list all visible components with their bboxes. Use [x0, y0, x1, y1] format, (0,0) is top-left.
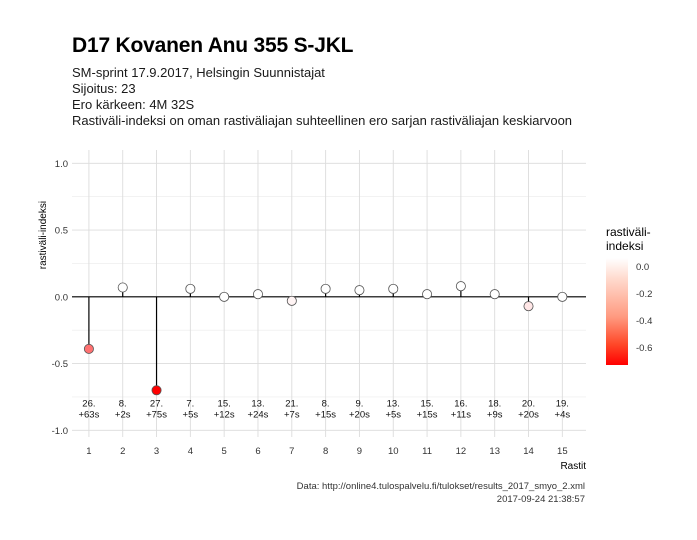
x-tick-label: 9	[357, 446, 362, 457]
data-point	[117, 282, 128, 293]
x-tick-label: 4	[188, 446, 193, 457]
time-diff-label: +20s	[349, 409, 370, 420]
subtitle-competition: SM-sprint 17.9.2017, Helsingin Suunnista…	[72, 65, 325, 80]
legend-label: -0.2	[636, 289, 653, 300]
x-tick-label: 15	[557, 446, 568, 457]
legend-title: rastiväli- indeksi	[606, 225, 651, 253]
time-diff-label: +5s	[385, 409, 401, 420]
x-tick-label: 11	[422, 446, 432, 457]
rank-label: 15.	[218, 398, 231, 409]
rank-label: 21.	[285, 398, 298, 409]
time-diff-label: +20s	[518, 409, 539, 420]
time-diff-label: +11s	[451, 409, 471, 420]
data-source-caption: Data: http://online4.tulospalvelu.fi/tul…	[296, 481, 585, 492]
data-point	[489, 289, 500, 300]
data-point	[557, 291, 568, 302]
x-tick-label: 10	[388, 446, 399, 457]
data-point	[286, 295, 297, 306]
legend-colorbar	[606, 258, 628, 365]
rank-label: 16.	[454, 398, 467, 409]
time-diff-label: +2s	[115, 409, 131, 420]
x-tick-label: 14	[523, 446, 534, 457]
x-tick-label: 13	[489, 446, 500, 457]
time-diff-label: +24s	[248, 409, 269, 420]
rank-label: 26.	[82, 398, 95, 409]
subtitle-rank: Sijoitus: 23	[72, 81, 136, 96]
data-point	[185, 283, 196, 294]
x-tick-label: 1	[86, 446, 91, 457]
rank-label: 13.	[387, 398, 400, 409]
data-point	[252, 289, 263, 300]
subtitle-description: Rastiväli-indeksi on oman rastiväliajan …	[72, 113, 573, 128]
data-point	[422, 289, 433, 300]
x-tick-label: 8	[323, 446, 328, 457]
rank-label: 7.	[186, 398, 194, 409]
legend-label: -0.4	[636, 316, 653, 327]
y-axis-label: rastiväli-indeksi	[38, 201, 49, 269]
rank-label: 20.	[522, 398, 535, 409]
rank-label: 13.	[251, 398, 264, 409]
time-diff-label: +7s	[284, 409, 300, 420]
time-diff-label: +5s	[183, 409, 199, 420]
data-point	[455, 281, 466, 292]
chart-title: D17 Kovanen Anu 355 S-JKL	[72, 34, 354, 57]
data-point	[523, 301, 534, 312]
rank-label: 18.	[488, 398, 501, 409]
time-diff-label: +9s	[487, 409, 503, 420]
x-tick-label: 7	[289, 446, 294, 457]
rank-label: 19.	[556, 398, 569, 409]
x-tick-label: 2	[120, 446, 125, 457]
y-tick-label: 1.0	[55, 159, 68, 170]
x-tick-label: 12	[456, 446, 467, 457]
data-point	[354, 285, 365, 296]
time-diff-label: +4s	[555, 409, 571, 420]
y-tick-label: -0.5	[52, 359, 68, 370]
y-tick-label: 0.5	[55, 226, 68, 237]
subtitle-gap: Ero kärkeen: 4M 32S	[72, 97, 195, 112]
rank-label: 15.	[420, 398, 433, 409]
legend-title-line1: rastiväli-	[606, 225, 651, 239]
legend-label: 0.0	[636, 262, 650, 273]
time-diff-label: +15s	[315, 409, 336, 420]
y-tick-label: -1.0	[52, 426, 68, 437]
data-point	[151, 385, 162, 396]
x-tick-label: 6	[255, 446, 260, 457]
rank-label: 8.	[322, 398, 330, 409]
x-tick-label: 3	[154, 446, 159, 457]
legend-title-line2: indeksi	[606, 239, 644, 253]
timestamp-caption: 2017-09-24 21:38:57	[496, 494, 585, 505]
data-point	[320, 283, 331, 294]
time-diff-label: +12s	[214, 409, 235, 420]
rank-label: 8.	[119, 398, 127, 409]
data-point	[83, 343, 94, 354]
data-point	[388, 283, 399, 294]
time-diff-label: +75s	[146, 409, 167, 420]
legend-label: -0.6	[636, 343, 653, 354]
data-point	[219, 291, 230, 302]
x-tick-label: 5	[222, 446, 227, 457]
x-axis-label: Rastit	[560, 461, 586, 472]
y-tick-label: 0.0	[55, 292, 68, 303]
time-diff-label: +15s	[417, 409, 438, 420]
rank-label: 9.	[355, 398, 363, 409]
time-diff-label: +63s	[78, 409, 99, 420]
rank-label: 27.	[150, 398, 163, 409]
